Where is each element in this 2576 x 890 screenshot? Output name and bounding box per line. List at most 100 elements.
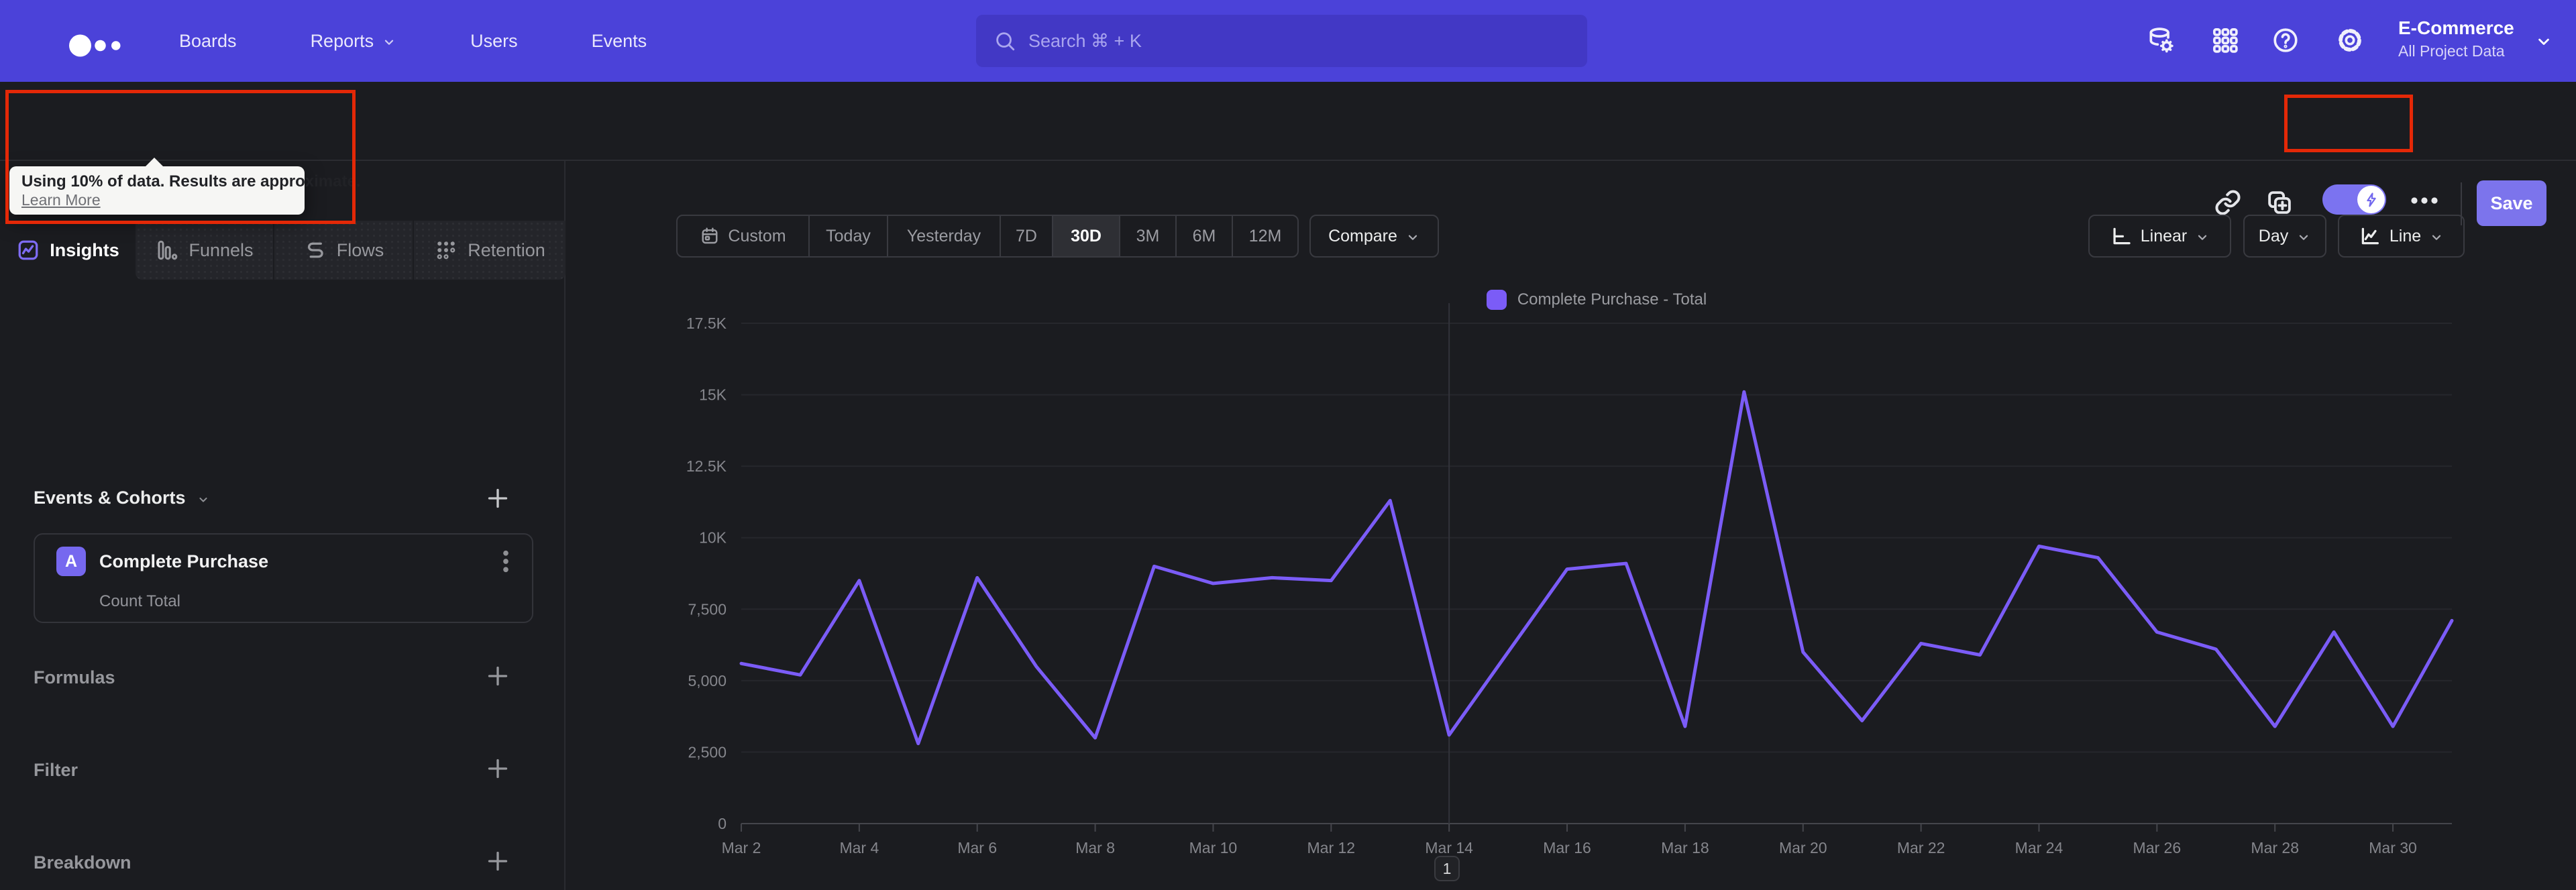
learn-more-link[interactable]: Learn More xyxy=(21,191,101,209)
add-formulas-button[interactable] xyxy=(484,663,514,692)
add-to-board-icon[interactable] xyxy=(2265,188,2295,218)
sampling-toggle[interactable] xyxy=(2322,184,2386,215)
range-label: Today xyxy=(826,226,871,245)
event-name: Complete Purchase xyxy=(99,551,269,571)
chevron-down-icon xyxy=(2195,230,2210,245)
section-label: Formulas xyxy=(34,667,115,687)
svg-text:Mar 30: Mar 30 xyxy=(2369,839,2417,856)
apps-grid-icon xyxy=(2213,28,2238,53)
chart-type-dropdown[interactable]: Line xyxy=(2338,215,2465,258)
add-event-button[interactable] xyxy=(484,485,514,514)
range-today[interactable]: Today xyxy=(810,216,888,256)
nav-item-label: Events xyxy=(591,30,647,51)
range-7d[interactable]: 7D xyxy=(1001,216,1053,256)
ellipsis-icon xyxy=(2411,197,2438,204)
copy-link-icon[interactable] xyxy=(2214,188,2243,218)
range-6m[interactable]: 6M xyxy=(1177,216,1233,256)
section-label: Filter xyxy=(34,760,78,780)
add-filter-button[interactable] xyxy=(484,755,514,785)
events-cohorts-header[interactable]: Events & Cohorts xyxy=(34,488,210,508)
svg-text:Mar 22: Mar 22 xyxy=(1897,839,1945,856)
svg-text:12.5K: 12.5K xyxy=(686,457,727,475)
settings-icon xyxy=(2339,29,2361,52)
tab-label: Funnels xyxy=(189,239,254,260)
tab-funnels[interactable]: Funnels xyxy=(136,221,273,280)
range-yesterday[interactable]: Yesterday xyxy=(888,216,1001,256)
svg-text:7,500: 7,500 xyxy=(688,600,727,618)
save-button[interactable]: Save xyxy=(2477,180,2546,226)
nav-item-label: Boards xyxy=(179,30,237,51)
add-to-board-icon xyxy=(2268,191,2291,214)
interval-label: Day xyxy=(2258,226,2289,245)
svg-text:Mar 10: Mar 10 xyxy=(1189,839,1238,856)
project-switcher[interactable]: E-Commerce All Project Data xyxy=(2398,16,2559,67)
tab-retention[interactable]: Retention xyxy=(413,221,566,280)
chevron-down-icon xyxy=(384,40,394,45)
interval-dropdown[interactable]: Day xyxy=(2243,215,2326,258)
chevron-down-icon xyxy=(197,493,210,506)
help-button[interactable] xyxy=(2271,25,2302,56)
svg-text:2,500: 2,500 xyxy=(688,743,727,761)
tooltip-text: Using 10% of data. Results are approxima… xyxy=(21,172,361,190)
apps-grid-button[interactable] xyxy=(2210,25,2241,56)
svg-text:Mar 28: Mar 28 xyxy=(2251,839,2299,856)
chevron-down-icon xyxy=(2296,230,2311,245)
mixpanel-logo-icon[interactable] xyxy=(67,32,123,60)
chevron-down-icon xyxy=(2429,230,2444,245)
add-breakdown-button[interactable] xyxy=(484,848,514,877)
svg-text:Mar 8: Mar 8 xyxy=(1075,839,1115,856)
svg-text:Mar 26: Mar 26 xyxy=(2133,839,2182,856)
nav-item-users[interactable]: Users xyxy=(470,31,518,52)
builder-section-breakdown: Breakdown xyxy=(0,838,566,887)
range-custom[interactable]: Custom xyxy=(678,216,810,256)
event-metric[interactable]: Count Total xyxy=(99,592,180,610)
legend-swatch xyxy=(1486,290,1507,310)
nav-item-boards[interactable]: Boards xyxy=(179,31,237,52)
tab-flows[interactable]: Flows xyxy=(273,221,413,280)
legend-label: Complete Purchase - Total xyxy=(1517,290,1707,309)
event-card[interactable]: A Complete Purchase Count Total xyxy=(34,533,533,623)
svg-text:17.5K: 17.5K xyxy=(686,315,727,332)
plus-icon xyxy=(488,666,508,686)
search-placeholder: Search ⌘ + K xyxy=(1028,30,1142,51)
retention-icon xyxy=(437,241,455,260)
project-scope: All Project Data xyxy=(2398,42,2505,60)
kebab-menu-icon xyxy=(503,550,508,573)
settings-button[interactable] xyxy=(2335,25,2366,56)
tab-insights[interactable]: Insights xyxy=(0,221,136,280)
pagination-page-1[interactable]: 1 xyxy=(1434,856,1460,881)
project-name: E-Commerce xyxy=(2398,17,2514,38)
scale-dropdown[interactable]: Linear xyxy=(2088,215,2231,258)
more-options-button[interactable] xyxy=(2410,196,2439,205)
range-label: 6M xyxy=(1192,226,1216,245)
search-icon xyxy=(996,32,1015,51)
tab-label: Retention xyxy=(468,239,545,260)
range-label: 30D xyxy=(1071,226,1102,245)
nav-item-events[interactable]: Events xyxy=(592,31,647,52)
svg-text:Mar 16: Mar 16 xyxy=(1543,839,1591,856)
flows-icon xyxy=(307,242,323,258)
plus-icon xyxy=(488,759,508,779)
range-30d[interactable]: 30D xyxy=(1053,216,1120,256)
line-chart-icon xyxy=(2361,227,2379,245)
range-label: 3M xyxy=(1136,226,1160,245)
chevron-down-icon xyxy=(1408,235,1417,240)
range-12m[interactable]: 12M xyxy=(1233,216,1297,256)
range-3m[interactable]: 3M xyxy=(1120,216,1177,256)
events-cohorts-label: Events & Cohorts xyxy=(34,488,186,508)
kebab-menu-icon[interactable] xyxy=(492,547,520,575)
data-management-button[interactable] xyxy=(2146,25,2177,56)
chevron-down-icon xyxy=(199,497,207,502)
linear-scale-icon xyxy=(2113,227,2131,245)
search-input[interactable]: Search ⌘ + K xyxy=(976,15,1587,67)
svg-text:Mar 24: Mar 24 xyxy=(2015,839,2063,856)
report-tabs: Insights Funnels Flows Retention xyxy=(0,221,566,280)
chevron-down-icon xyxy=(2432,235,2441,240)
range-label: Yesterday xyxy=(906,226,981,245)
compare-dropdown[interactable]: Compare xyxy=(1309,215,1439,258)
sampling-toggle-knob xyxy=(2357,186,2385,213)
nav-item-reports[interactable]: Reports xyxy=(311,31,397,52)
chevron-down-icon xyxy=(1405,230,1420,245)
tab-label: Insights xyxy=(50,239,119,260)
insights-icon xyxy=(18,240,38,260)
